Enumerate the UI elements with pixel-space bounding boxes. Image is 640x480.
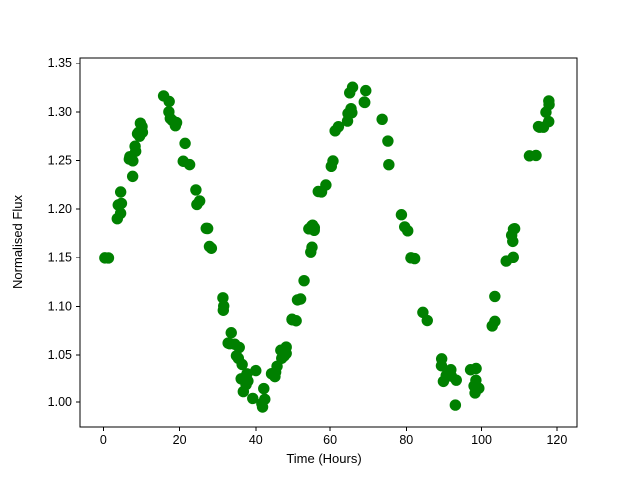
svg-text:1.05: 1.05 (48, 348, 72, 362)
svg-text:100: 100 (471, 433, 492, 447)
svg-text:1.10: 1.10 (48, 299, 72, 313)
svg-text:0: 0 (100, 433, 107, 447)
svg-text:120: 120 (546, 433, 567, 447)
svg-text:Normalised Flux: Normalised Flux (10, 195, 25, 289)
svg-text:1.20: 1.20 (48, 202, 72, 216)
svg-text:1.25: 1.25 (48, 154, 72, 168)
svg-text:20: 20 (173, 433, 187, 447)
svg-text:1.30: 1.30 (48, 105, 72, 119)
svg-text:Time (Hours): Time (Hours) (286, 451, 361, 466)
svg-text:1.35: 1.35 (48, 56, 72, 70)
svg-text:1.15: 1.15 (48, 251, 72, 265)
svg-text:1.00: 1.00 (48, 395, 72, 409)
svg-text:60: 60 (323, 433, 337, 447)
svg-text:80: 80 (399, 433, 413, 447)
svg-text:40: 40 (249, 433, 263, 447)
